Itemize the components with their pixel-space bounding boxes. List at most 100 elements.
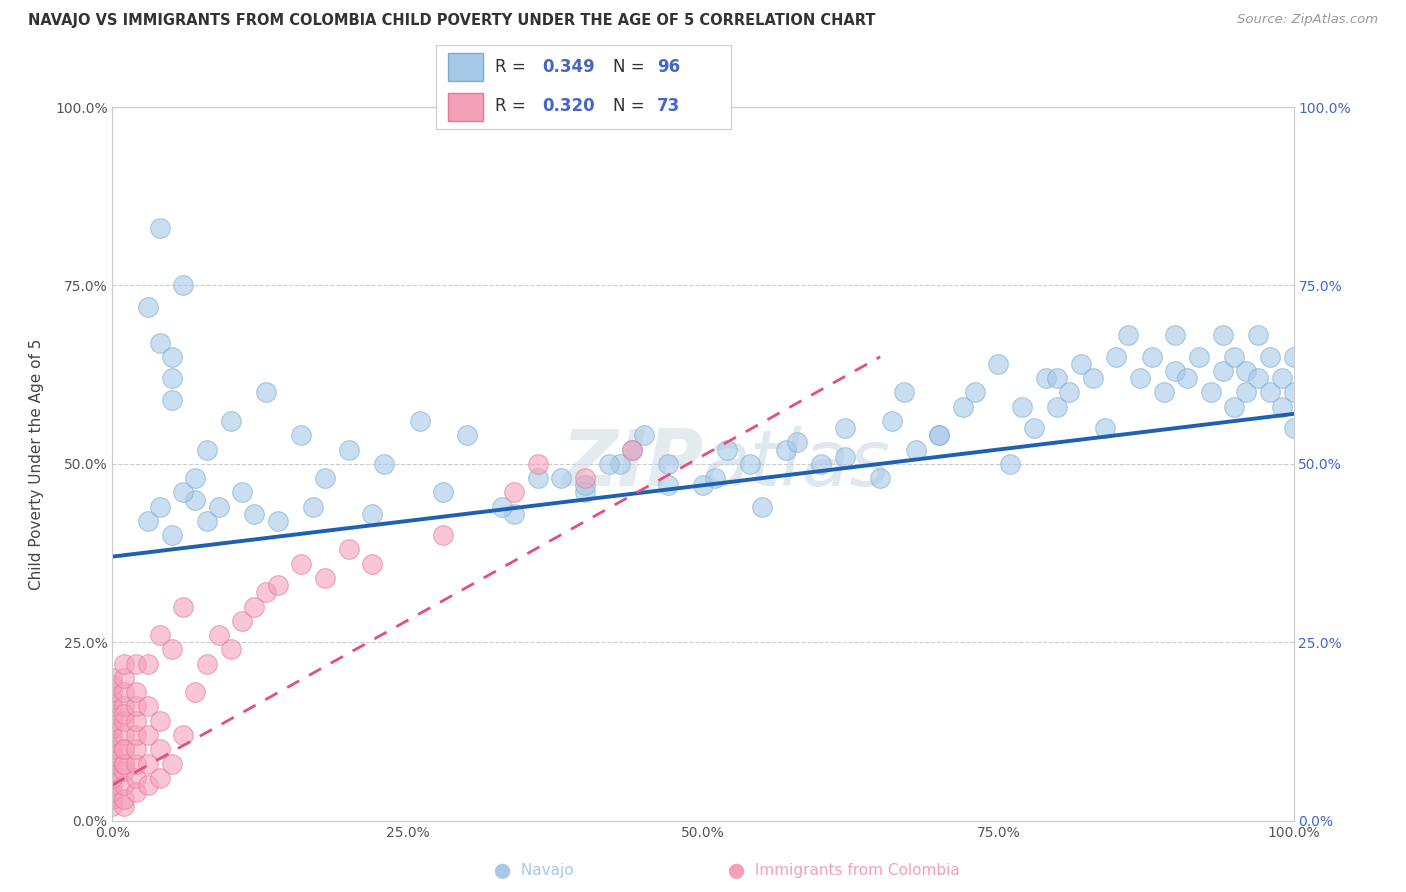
Point [219, 414, 242, 428]
Point [1164, 364, 1187, 378]
Point [112, 728, 135, 742]
Point [928, 428, 950, 442]
Point [195, 514, 218, 528]
Point [101, 749, 124, 764]
Point [149, 771, 172, 785]
Point [1282, 350, 1305, 364]
Text: 0.320: 0.320 [543, 97, 595, 115]
Point [290, 557, 312, 571]
Point [456, 428, 478, 442]
Point [112, 699, 135, 714]
Point [1140, 350, 1163, 364]
Point [928, 428, 950, 442]
Point [1282, 421, 1305, 435]
Point [136, 756, 159, 771]
Point [101, 671, 124, 685]
Point [751, 500, 773, 514]
Point [125, 742, 148, 756]
Point [208, 628, 231, 642]
Point [243, 599, 266, 614]
Point [136, 778, 159, 792]
Point [526, 457, 548, 471]
Point [703, 471, 725, 485]
Point [314, 571, 336, 585]
Point [657, 457, 679, 471]
Point [987, 357, 1010, 371]
Point [101, 699, 124, 714]
FancyBboxPatch shape [447, 54, 484, 81]
Text: ⬤  Immigrants from Colombia: ⬤ Immigrants from Colombia [728, 863, 959, 879]
Point [998, 457, 1021, 471]
Point [136, 657, 159, 671]
Point [963, 385, 986, 400]
Point [657, 478, 679, 492]
Point [1116, 328, 1139, 343]
Point [149, 628, 172, 642]
Point [125, 685, 148, 699]
Point [149, 335, 172, 350]
Point [267, 578, 290, 592]
Point [172, 278, 194, 293]
Text: ZIP: ZIP [561, 425, 703, 502]
Point [231, 485, 253, 500]
Point [172, 485, 194, 500]
Point [491, 500, 513, 514]
Point [101, 792, 124, 806]
Point [740, 457, 762, 471]
Point [1223, 350, 1246, 364]
Point [101, 799, 124, 814]
Point [125, 657, 148, 671]
Point [160, 371, 183, 385]
Point [160, 528, 183, 542]
Point [149, 742, 172, 756]
Point [880, 414, 903, 428]
Point [112, 756, 135, 771]
Point [1070, 357, 1092, 371]
Point [112, 742, 135, 756]
Point [160, 756, 183, 771]
Point [609, 457, 631, 471]
Point [149, 500, 172, 514]
Point [503, 485, 526, 500]
Point [361, 557, 384, 571]
Point [112, 706, 135, 721]
Point [1046, 371, 1069, 385]
Text: Source: ZipAtlas.com: Source: ZipAtlas.com [1237, 13, 1378, 27]
Point [112, 714, 135, 728]
Point [112, 778, 135, 792]
Point [101, 685, 124, 699]
Point [125, 714, 148, 728]
Point [337, 442, 360, 457]
Point [775, 442, 797, 457]
Point [893, 385, 915, 400]
Point [1175, 371, 1198, 385]
Point [1057, 385, 1080, 400]
Point [136, 300, 159, 314]
Point [1011, 400, 1033, 414]
Point [208, 500, 231, 514]
Point [1271, 400, 1294, 414]
Point [904, 442, 927, 457]
Point [432, 485, 454, 500]
Point [1258, 350, 1281, 364]
Point [1247, 328, 1270, 343]
Point [1105, 350, 1128, 364]
Point [267, 514, 290, 528]
Point [160, 392, 183, 407]
Text: NAVAJO VS IMMIGRANTS FROM COLOMBIA CHILD POVERTY UNDER THE AGE OF 5 CORRELATION : NAVAJO VS IMMIGRANTS FROM COLOMBIA CHILD… [28, 13, 876, 29]
Point [373, 457, 395, 471]
Point [184, 685, 207, 699]
Point [716, 442, 738, 457]
Point [195, 442, 218, 457]
Point [101, 678, 124, 692]
Point [101, 764, 124, 778]
Point [125, 728, 148, 742]
FancyBboxPatch shape [447, 93, 484, 120]
Point [195, 657, 218, 671]
Point [184, 492, 207, 507]
Point [243, 507, 266, 521]
Point [172, 728, 194, 742]
Point [314, 471, 336, 485]
Point [172, 599, 194, 614]
Point [254, 585, 277, 599]
